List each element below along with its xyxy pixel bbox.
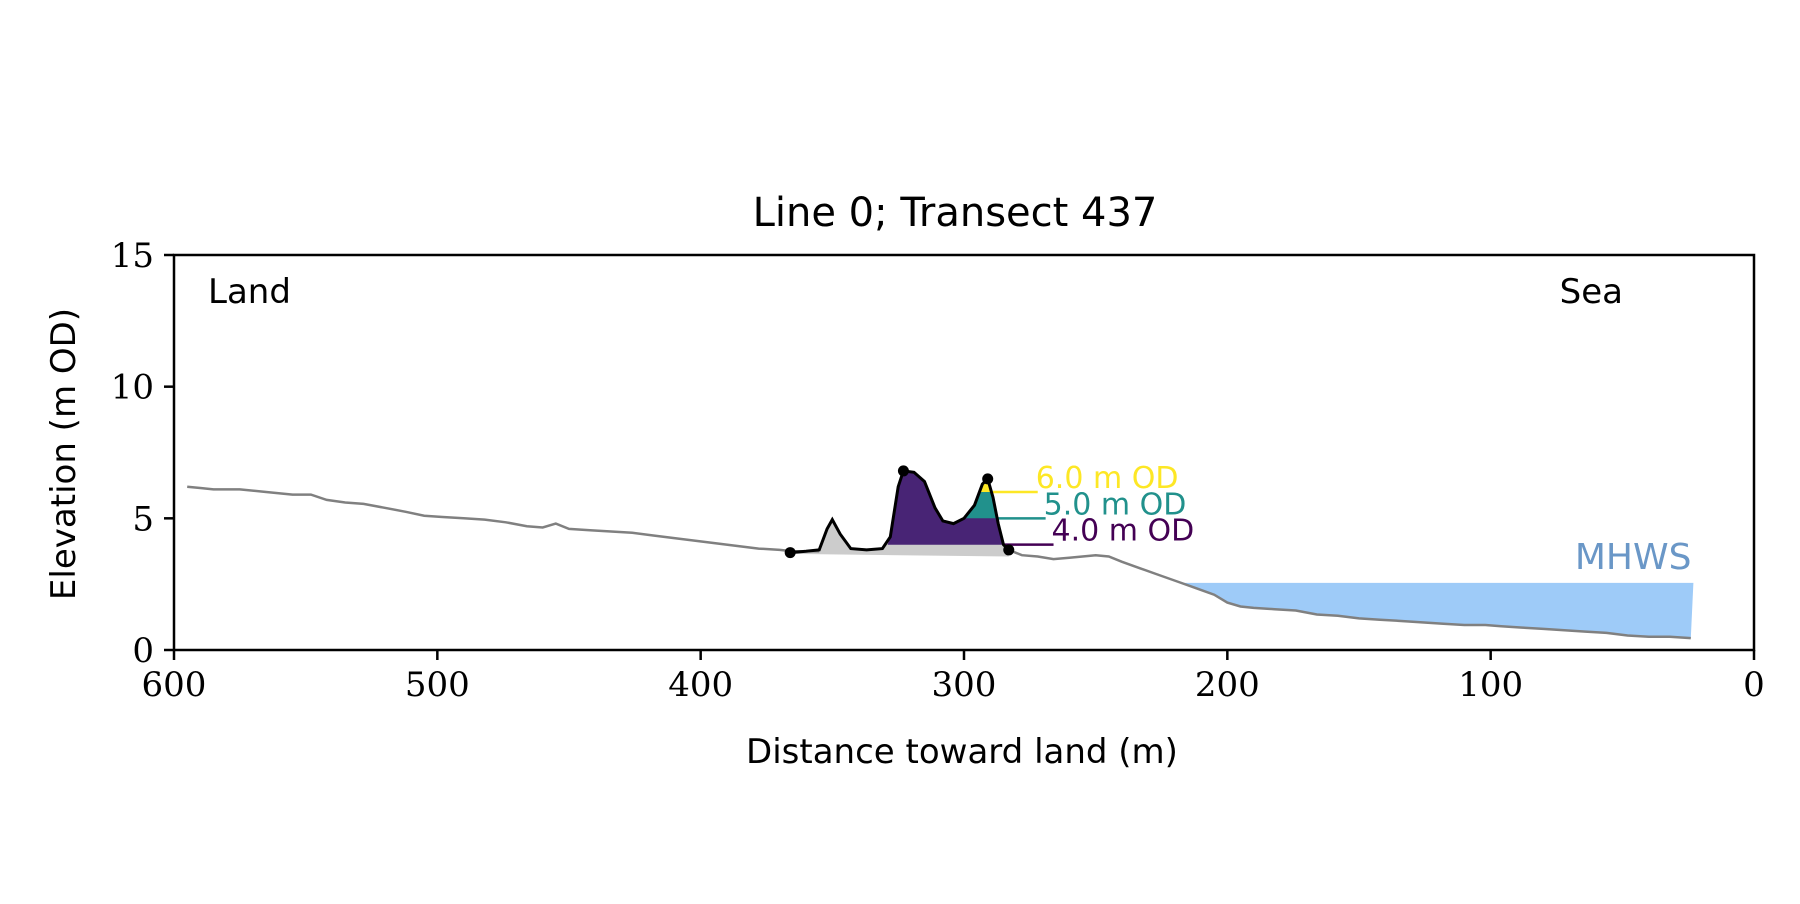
land-label: Land [208,272,291,312]
profile-line-land [187,485,820,553]
y-tick-label-3: 15 [111,236,154,276]
sea-label: Sea [1560,272,1623,312]
axes: 600 500 400 300 200 100 0 0 5 10 15 [111,236,1765,705]
x-tick-label-1: 500 [405,665,470,705]
x-tick-label-0: 600 [142,665,207,705]
dune-volume-fill [887,470,1004,545]
y-tick-label-2: 10 [111,368,154,408]
dune-marker-0 [784,547,796,559]
x-tick-label-5: 100 [1458,665,1523,705]
mhws-water [1182,582,1694,639]
dune-marker-2 [897,465,909,477]
mhws-label: MHWS [1575,537,1692,578]
x-tick-label-6: 0 [1743,665,1765,705]
chart-title: Line 0; Transect 437 [753,190,1158,236]
x-tick-label-3: 300 [932,665,997,705]
level-label-0: 6.0 m OD [1036,461,1179,496]
y-tick-label-1: 5 [132,499,154,539]
x-axis-title: Distance toward land (m) [746,732,1178,772]
dune-marker-1 [1003,544,1015,556]
level-label-2: 4.0 m OD [1052,514,1195,549]
x-tick-label-4: 200 [1195,665,1260,705]
level-5m-fill [958,492,996,519]
y-tick-label-0: 0 [132,631,154,671]
level-label-1: 5.0 m OD [1044,487,1187,522]
dune-marker-3 [982,473,994,485]
plot-area: 6.0 m OD5.0 m OD4.0 m OD MHWS [187,461,1694,640]
y-axis-title: Elevation (m OD) [44,308,84,600]
x-tick-label-2: 400 [668,665,733,705]
profile-line-sea [1008,548,1691,640]
